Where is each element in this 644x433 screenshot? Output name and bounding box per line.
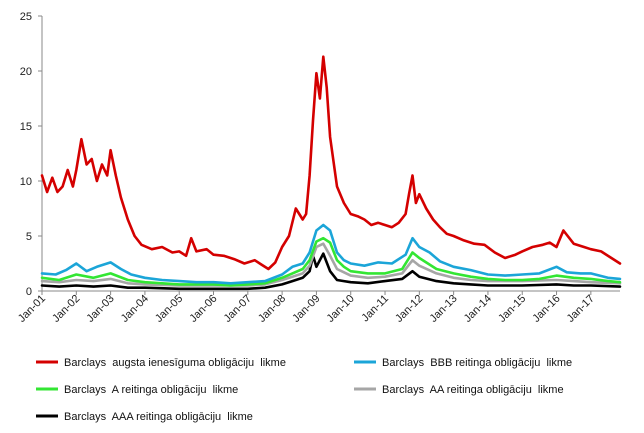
x-tick-label: Jan-13 bbox=[427, 293, 459, 325]
x-tick-label: Jan-17 bbox=[565, 293, 597, 325]
legend-label-1: Barclays BBB reitinga obligāciju likme bbox=[382, 357, 572, 369]
x-tick-label: Jan-07 bbox=[222, 293, 254, 325]
y-tick-label: 10 bbox=[20, 176, 32, 188]
y-tick-label: 0 bbox=[26, 286, 32, 298]
x-tick-label: Jan-16 bbox=[530, 293, 562, 325]
legend-label-3: Barclays AA reitinga obligāciju likme bbox=[382, 384, 564, 396]
series-line-4 bbox=[40, 252, 622, 291]
x-tick-label: Jan-14 bbox=[462, 293, 494, 325]
series-line-3 bbox=[40, 242, 622, 287]
series-line-2 bbox=[40, 236, 622, 287]
x-tick-label: Jan-04 bbox=[119, 293, 151, 325]
series-line-0 bbox=[40, 55, 622, 271]
series-line-1 bbox=[40, 223, 622, 285]
chart-legend: Barclays augsta ienesīguma obligāciju li… bbox=[36, 357, 572, 423]
x-tick-label: Jan-08 bbox=[256, 293, 288, 325]
x-tick-label: Jan-06 bbox=[187, 293, 219, 325]
x-tick-label: Jan-09 bbox=[290, 293, 322, 325]
x-tick-label: Jan-11 bbox=[359, 293, 391, 325]
x-tick-label: Jan-12 bbox=[393, 293, 425, 325]
chart-series-lines bbox=[40, 55, 622, 291]
legend-label-0: Barclays augsta ienesīguma obligāciju li… bbox=[64, 357, 286, 369]
x-tick-label: Jan-05 bbox=[153, 293, 185, 325]
legend-label-4: Barclays AAA reitinga obligāciju likme bbox=[64, 411, 253, 423]
x-tick-label: Jan-03 bbox=[84, 293, 116, 325]
x-tick-label: Jan-02 bbox=[50, 293, 82, 325]
y-tick-label: 15 bbox=[20, 121, 32, 133]
y-tick-label: 20 bbox=[20, 66, 32, 78]
legend-label-2: Barclays A reitinga obligāciju likme bbox=[64, 384, 238, 396]
y-tick-label: 5 bbox=[26, 231, 32, 243]
y-tick-label: 25 bbox=[20, 11, 32, 23]
x-tick-label: Jan-15 bbox=[496, 293, 528, 325]
x-tick-label: Jan-10 bbox=[325, 293, 357, 325]
